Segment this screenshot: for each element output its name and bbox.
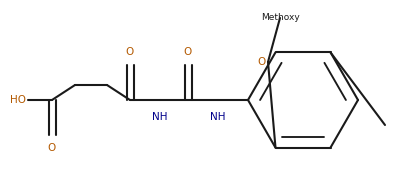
Text: Methyl: Methyl <box>388 124 393 126</box>
Text: O: O <box>126 47 134 57</box>
Text: Methoxy: Methoxy <box>277 12 283 13</box>
Text: O: O <box>258 57 266 67</box>
Text: Methoxy: Methoxy <box>387 124 393 126</box>
Text: O: O <box>184 47 192 57</box>
Text: Methoxy: Methoxy <box>284 13 290 14</box>
Text: Methoxy: Methoxy <box>277 11 283 12</box>
Text: Methoxy: Methoxy <box>277 14 283 15</box>
Text: O: O <box>48 143 56 153</box>
Text: HO: HO <box>10 95 26 105</box>
Text: NH: NH <box>210 112 226 122</box>
Text: Methoxy: Methoxy <box>261 14 300 23</box>
Text: Methoxy: Methoxy <box>282 15 288 16</box>
Text: NH: NH <box>152 112 168 122</box>
Text: Methoxy: Methoxy <box>277 16 283 17</box>
